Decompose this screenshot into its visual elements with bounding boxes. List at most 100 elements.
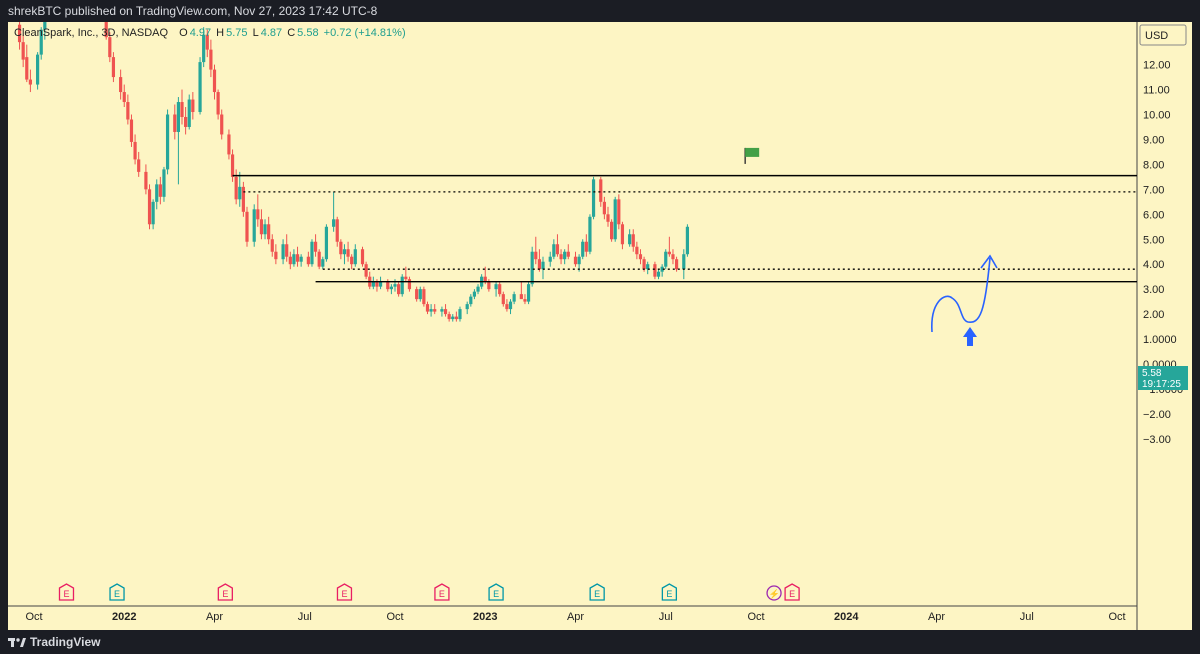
- up-arrow-icon: [963, 327, 977, 346]
- candle: [628, 229, 632, 247]
- candle: [508, 299, 513, 315]
- candle-body: [267, 224, 271, 240]
- candle-body: [332, 219, 336, 227]
- candle: [476, 284, 480, 295]
- candle: [299, 254, 303, 267]
- candle-body: [628, 234, 632, 245]
- event-marker-shape: [784, 583, 800, 601]
- candle: [606, 206, 610, 227]
- candle: [631, 229, 635, 252]
- x-tick-label: Apr: [567, 611, 584, 623]
- candle: [682, 249, 686, 280]
- y-tick-label: 3.00: [1143, 284, 1164, 296]
- candle-body: [646, 264, 650, 270]
- candle-body: [667, 251, 671, 255]
- y-tick-label: 9.00: [1143, 134, 1164, 146]
- legend-change-value: +0.72 (+14.81%): [323, 27, 406, 39]
- candle: [581, 239, 585, 260]
- candle: [241, 181, 245, 217]
- candle-body: [144, 171, 148, 190]
- candle-body: [454, 316, 458, 320]
- projection-curve: [931, 257, 991, 333]
- candle: [184, 107, 188, 135]
- candle: [209, 39, 213, 78]
- candle: [563, 249, 567, 265]
- candle: [588, 214, 592, 255]
- candle-body: [407, 279, 412, 290]
- candle-body: [155, 184, 159, 202]
- candle: [537, 249, 541, 272]
- candle-body: [281, 244, 285, 260]
- candle-body: [180, 102, 184, 117]
- candle: [685, 224, 690, 257]
- candle: [317, 249, 321, 270]
- x-tick-label: 2023: [473, 611, 497, 623]
- candle-body: [512, 294, 516, 302]
- candle-body: [638, 254, 643, 260]
- green-flag-icon: [744, 147, 760, 164]
- price-axis[interactable]: [1137, 22, 1192, 630]
- candle: [17, 22, 22, 50]
- candle: [635, 241, 639, 260]
- y-tick-label: 6.00: [1143, 209, 1164, 221]
- candle-body: [541, 261, 545, 270]
- candle: [447, 311, 451, 322]
- candle: [28, 69, 32, 93]
- candle-body: [526, 284, 531, 302]
- candle-body: [429, 309, 433, 312]
- candle: [155, 179, 159, 210]
- candle-body: [537, 259, 541, 270]
- candle-body: [129, 119, 134, 142]
- candle: [512, 291, 516, 305]
- candle: [245, 206, 249, 247]
- candle-body: [151, 201, 155, 225]
- candle: [653, 261, 657, 280]
- candle: [259, 209, 264, 240]
- y-tick-label: 5.00: [1143, 234, 1164, 246]
- candle-body: [216, 92, 220, 115]
- candle-body: [158, 184, 162, 197]
- dividend-event-marker: E: [661, 583, 678, 601]
- dividend-event-marker: E: [589, 583, 605, 601]
- candle-body: [563, 251, 567, 260]
- candle-body: [39, 29, 43, 55]
- tradingview-brand[interactable]: TradingView: [30, 635, 101, 649]
- candle-body: [599, 179, 603, 202]
- candle: [342, 244, 347, 265]
- candle: [173, 104, 177, 140]
- legend-high-label: H: [216, 27, 225, 39]
- candle-body: [108, 37, 112, 58]
- candle-body: [530, 251, 534, 285]
- candle: [267, 216, 271, 245]
- event-marker-label: E: [594, 589, 600, 599]
- annotation-layer: [931, 254, 998, 346]
- x-tick-label: Oct: [747, 611, 764, 623]
- candle-body: [36, 54, 40, 85]
- candle-body: [227, 134, 231, 155]
- candle: [36, 52, 40, 90]
- currency-label[interactable]: USD: [1139, 24, 1187, 46]
- legend-symbol: CleanSpark, Inc., 3D, NASDAQ: [14, 27, 169, 39]
- candle: [671, 249, 675, 265]
- candle-body: [335, 219, 339, 242]
- x-tick-label: Oct: [25, 611, 42, 623]
- candle: [324, 224, 329, 262]
- candle-body: [25, 57, 29, 80]
- tradingview-logo-icon: [8, 638, 26, 647]
- price-chart[interactable]: 12.00 11.00 10.00 9.00 8.00 7.00 6.00 5.00 4.00 3…: [0, 22, 1200, 630]
- legend-high-value: 5.75: [226, 27, 248, 39]
- candle-body: [198, 62, 202, 113]
- dividend-event-marker: E: [109, 583, 125, 601]
- candle-body: [350, 256, 354, 265]
- candle: [667, 236, 671, 257]
- candle: [610, 219, 614, 242]
- candle-body: [581, 241, 585, 257]
- candle-body: [187, 99, 191, 127]
- candle: [451, 314, 455, 322]
- candle: [505, 299, 509, 312]
- candle-body: [534, 251, 538, 260]
- candle: [147, 184, 152, 230]
- candle-body: [371, 281, 375, 287]
- x-axis-ticks: Oct 2022 Apr Jul Oct 2023 Apr Jul Oct 2024 Apr Jul O…: [25, 611, 1125, 623]
- candle-body: [483, 276, 487, 282]
